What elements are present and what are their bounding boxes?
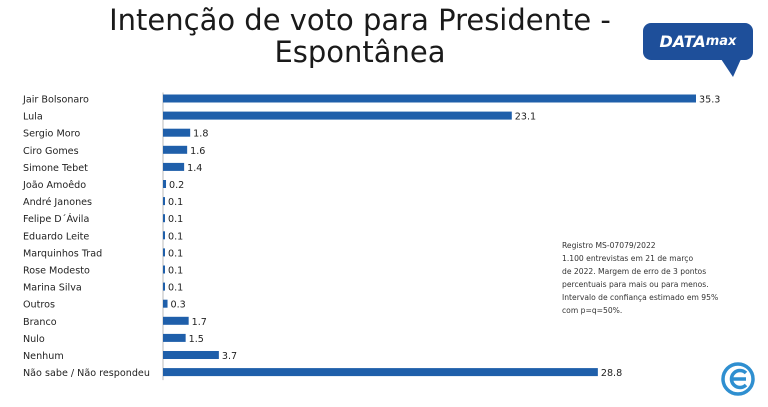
data-label: 1.4 — [187, 163, 202, 174]
category-label: Nenhum — [23, 351, 64, 362]
bar — [163, 368, 598, 377]
note-line: Intervalo de confiança estimado em 95% — [562, 293, 719, 302]
logo-text-sub: max — [705, 33, 737, 49]
logo-speech-bubble — [643, 23, 753, 77]
chart-title: Intenção de voto para Presidente - Espon… — [40, 4, 680, 68]
data-label: 0.3 — [171, 300, 186, 311]
bar — [163, 180, 167, 188]
bar — [163, 197, 165, 206]
bar — [163, 162, 185, 171]
note-line: com p=q=50%. — [562, 306, 623, 315]
bar — [163, 248, 165, 257]
data-label: 0.1 — [168, 266, 183, 277]
bar — [163, 111, 512, 120]
category-label: Lula — [23, 112, 43, 123]
data-label: 0.1 — [168, 214, 183, 225]
note-line: Registro MS-07079/2022 — [562, 241, 656, 250]
logo-text-main: DATA — [659, 31, 706, 51]
bar — [163, 94, 696, 103]
category-label: Ciro Gomes — [23, 146, 79, 157]
survey-note: Registro MS-07079/2022 1.100 entrevistas… — [562, 239, 744, 317]
data-label: 0.1 — [168, 248, 183, 259]
category-label: Sergio Moro — [23, 129, 80, 140]
data-label: 35.3 — [699, 95, 720, 106]
category-label: Rose Modesto — [23, 266, 90, 277]
data-label: 3.7 — [222, 351, 237, 362]
bar — [163, 265, 165, 274]
chart-title-line-1: Intenção de voto para Presidente - — [109, 3, 611, 37]
data-label: 28.8 — [601, 368, 622, 379]
bar — [163, 214, 165, 223]
data-label: 1.8 — [193, 129, 208, 140]
category-label: Marina Silva — [23, 283, 82, 294]
bar — [163, 351, 219, 359]
chart-title-line-2: Espontânea — [274, 35, 446, 69]
data-label: 1.5 — [189, 334, 204, 345]
category-label: Outros — [23, 300, 55, 311]
data-label: 0.2 — [169, 180, 184, 191]
data-label: 0.1 — [168, 283, 183, 294]
category-label: Jair Bolsonaro — [22, 95, 89, 106]
data-label: 0.1 — [168, 197, 183, 208]
note-line: 1.100 entrevistas em 21 de março — [562, 254, 694, 263]
data-label: 1.7 — [192, 317, 207, 328]
category-label: Marquinhos Trad — [23, 248, 102, 259]
bar — [163, 299, 168, 308]
category-label: Nulo — [23, 334, 45, 345]
datamax-logo: DATA max — [643, 17, 754, 81]
bar — [163, 145, 188, 154]
data-label: 23.1 — [515, 112, 536, 123]
bar — [163, 282, 165, 291]
data-label: 0.1 — [168, 231, 183, 242]
category-label: Felipe D´Ávila — [23, 212, 89, 225]
bar — [163, 128, 191, 137]
category-label: Simone Tebet — [23, 163, 88, 174]
bar — [163, 333, 186, 342]
data-label: 1.6 — [190, 146, 205, 157]
bar — [163, 316, 189, 325]
category-label: André Janones — [23, 196, 92, 208]
category-label: Não sabe / Não respondeu — [23, 368, 150, 379]
note-line: de 2022. Margem de erro de 3 pontos — [562, 267, 707, 276]
bar — [163, 231, 165, 240]
circular-e-icon — [720, 361, 756, 397]
category-label: Branco — [23, 317, 57, 328]
category-label: João Amoêdo — [22, 179, 86, 191]
category-label: Eduardo Leite — [23, 231, 89, 242]
note-line: percentuais para mais ou para menos. — [562, 280, 709, 289]
logo-text: DATA max — [643, 23, 753, 59]
